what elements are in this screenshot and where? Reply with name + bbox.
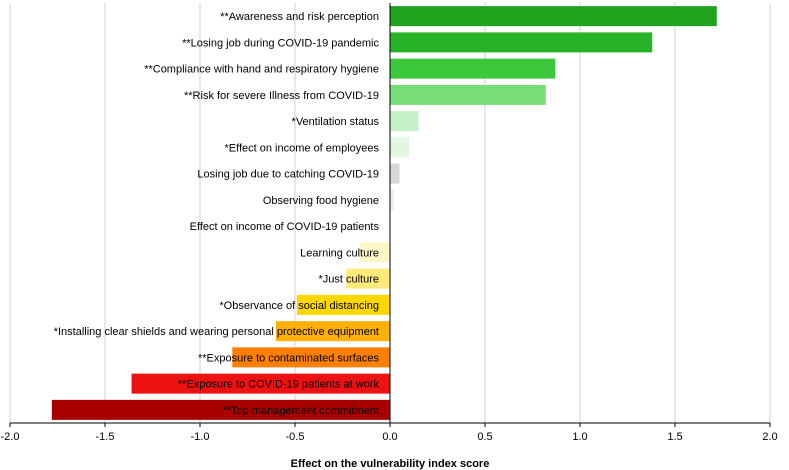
category-label: **Awareness and risk perception	[220, 11, 379, 23]
bar	[390, 32, 653, 53]
x-tick-label: -1.0	[191, 431, 210, 443]
bar	[296, 294, 390, 315]
x-tick-label: 2.0	[762, 431, 777, 443]
category-label: **Exposure to contaminated surfaces	[198, 352, 379, 364]
x-tick-label: -0.5	[286, 431, 305, 443]
x-axis-ticks: -2.0 -1.5 -1.0 -0.5 0.0 0.5 1.0 1.5 2.0	[1, 423, 778, 443]
bar	[390, 163, 400, 184]
bar	[390, 137, 409, 158]
bar	[390, 84, 546, 105]
bar	[131, 373, 390, 394]
category-label: *Just culture	[318, 274, 379, 286]
bar	[346, 268, 390, 289]
x-tick-label: -2.0	[1, 431, 20, 443]
category-label: **Exposure to COVID-19 patients at work	[178, 379, 380, 391]
bar	[232, 347, 390, 368]
bar	[390, 111, 419, 132]
category-label: **Risk for severe Illness from COVID-19	[184, 90, 379, 102]
x-tick-label: -1.5	[96, 431, 115, 443]
x-tick-label: 0.5	[477, 431, 492, 443]
category-label: **Losing job during COVID-19 pandemic	[182, 37, 379, 49]
category-label: Observing food hygiene	[263, 195, 379, 207]
category-label: Losing job due to catching COVID-19	[197, 169, 379, 181]
x-axis-title: Effect on the vulnerability index score	[291, 458, 490, 470]
category-label: Learning culture	[300, 247, 379, 259]
bars	[51, 6, 717, 420]
category-label: **Compliance with hand and respiratory h…	[144, 64, 379, 76]
category-labels: **Awareness and risk perception **Losing …	[54, 11, 380, 417]
category-label: *Installing clear shields and wearing pe…	[54, 326, 379, 338]
category-label: Effect on income of COVID-19 patients	[190, 221, 380, 233]
bar	[276, 321, 390, 342]
bar	[359, 242, 390, 263]
x-tick-label: 1.5	[667, 431, 682, 443]
bar	[390, 189, 394, 210]
x-tick-label: 0.0	[382, 431, 397, 443]
category-label: *Ventilation status	[292, 116, 380, 128]
category-label: **Top management commitment	[222, 405, 379, 417]
category-label: *Observance of social distancing	[219, 300, 379, 312]
x-tick-label: 1.0	[572, 431, 587, 443]
category-label: *Effect on income of employees	[225, 142, 380, 154]
bar	[390, 6, 717, 27]
bar	[390, 58, 556, 79]
bar	[51, 399, 391, 420]
